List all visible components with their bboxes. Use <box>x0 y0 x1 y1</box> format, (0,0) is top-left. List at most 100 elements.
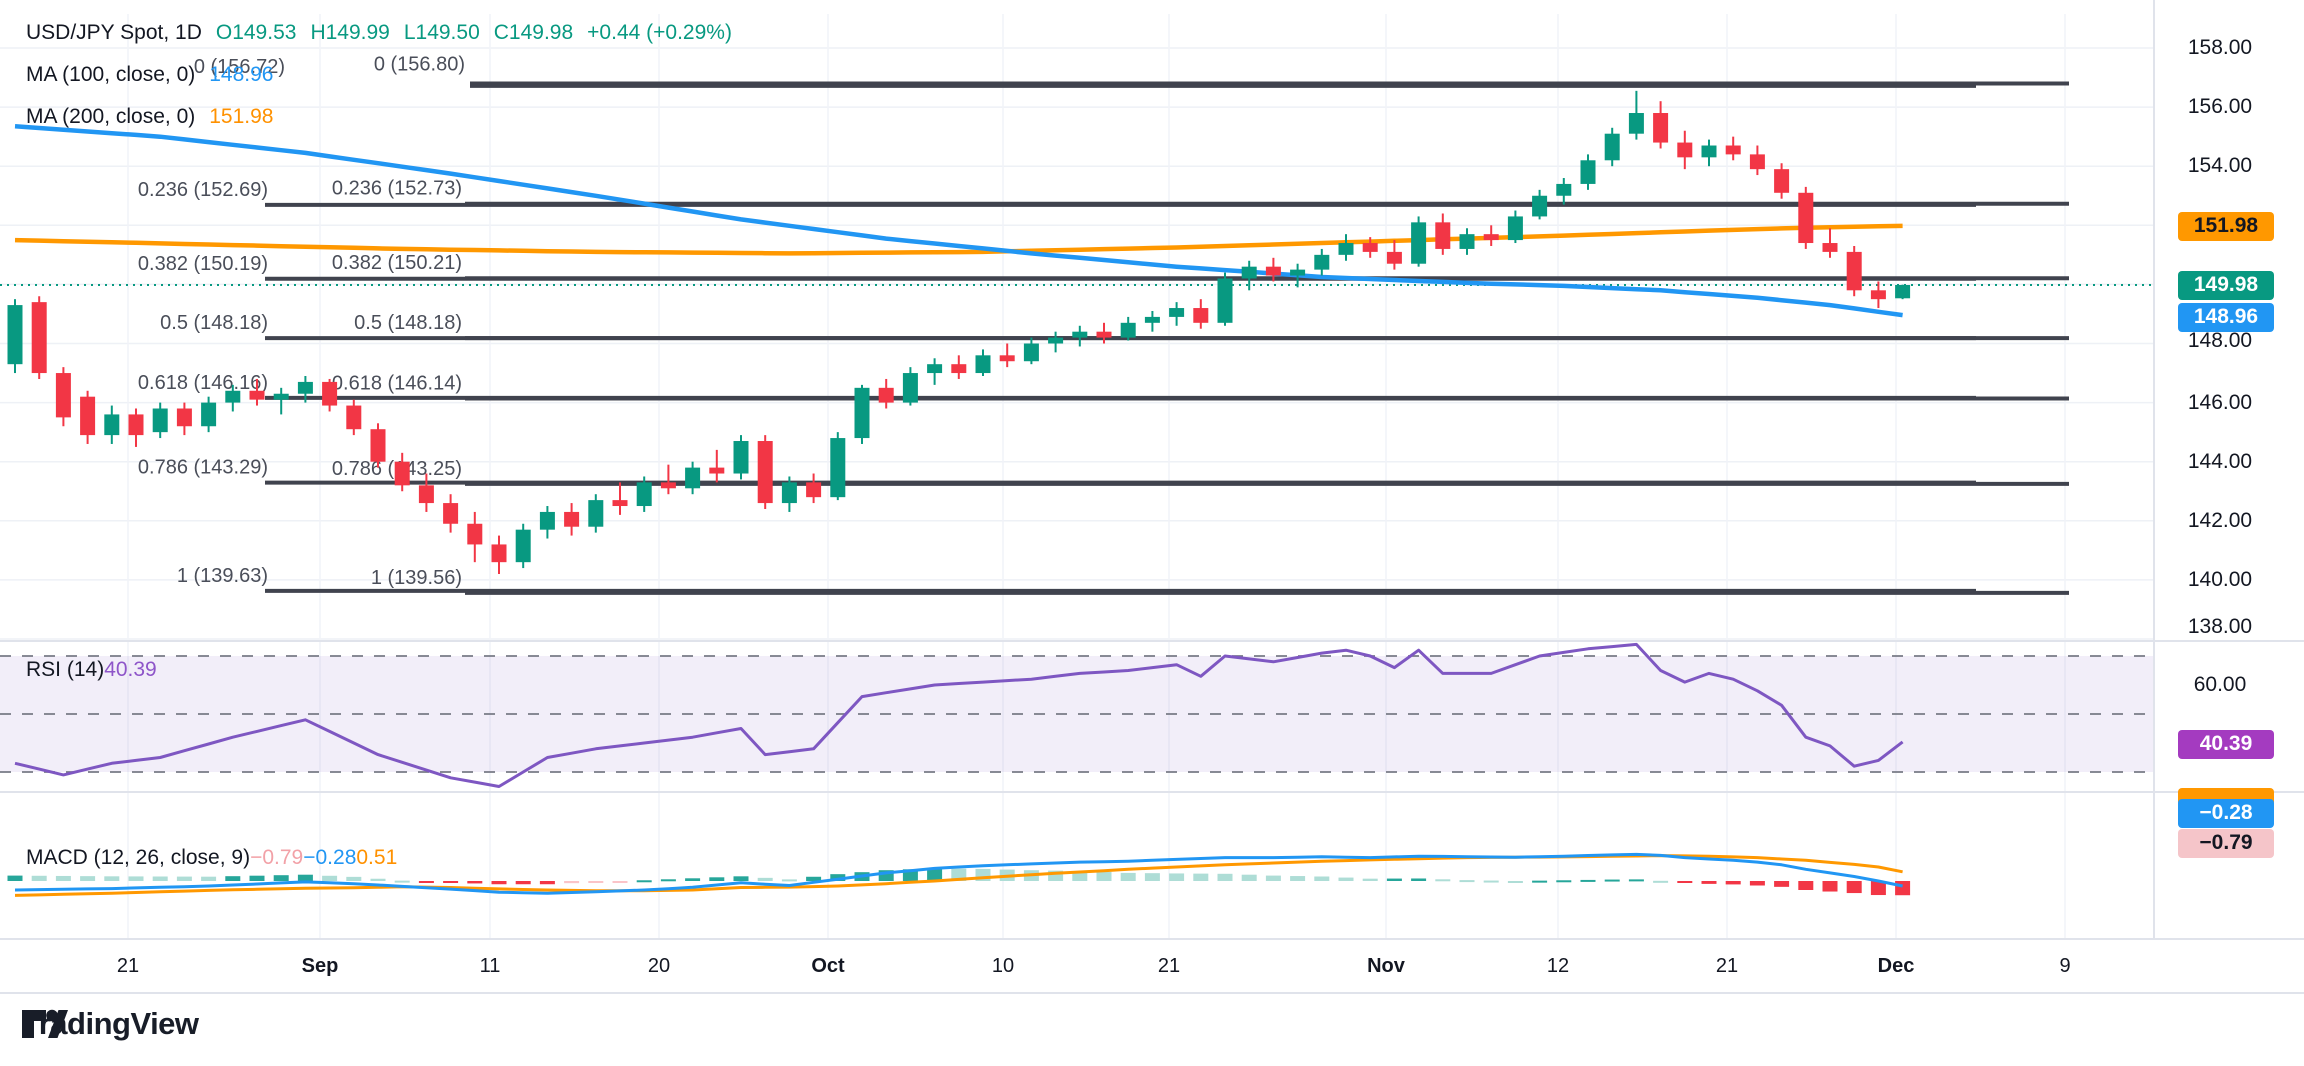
macd-hist-bar <box>902 869 918 881</box>
macd-hist-bar <box>467 881 483 884</box>
symbol-title[interactable]: USD/JPY Spot, 1D <box>26 21 202 44</box>
ohlc-high: H149.99 <box>310 21 390 44</box>
time-axis[interactable]: 21 Sep 11 20 Oct 10 21 Nov 12 21 Dec 9 <box>0 938 2304 994</box>
candle-body <box>370 429 386 462</box>
macd-hist-bar <box>733 876 749 881</box>
rsi-label[interactable]: RSI (14) <box>26 658 105 681</box>
time-axis-label: Oct <box>811 955 845 977</box>
candle-body <box>1217 278 1233 323</box>
candle-body <box>176 408 192 427</box>
candle-body <box>902 373 918 403</box>
candle-body <box>781 482 797 504</box>
time-axis-label: Nov <box>1367 955 1405 977</box>
pane-separator[interactable] <box>0 640 2304 642</box>
time-axis-label: 21 <box>1157 955 1181 977</box>
main-price-pane[interactable]: 0 (156.72) 0 (156.80) 0.236 (152.69) 0.236 … <box>0 0 2153 642</box>
rsi-pane[interactable] <box>0 642 2153 793</box>
macd-hist-bar <box>418 881 434 883</box>
candle-body <box>1072 331 1088 338</box>
candle-body <box>975 355 991 374</box>
macd-pane[interactable] <box>0 793 2153 938</box>
macd-hist-bar <box>1435 879 1451 882</box>
macd-hist-bar <box>757 877 773 881</box>
ma100-line <box>14 124 1903 318</box>
candle-body <box>7 305 23 365</box>
candle-body <box>31 302 47 374</box>
candle-body <box>1677 142 1693 158</box>
price-axis-label: 138.00 <box>2187 615 2253 638</box>
macd-hist-bar <box>636 880 652 883</box>
candle-body <box>1120 322 1136 338</box>
price-axis-label: 156.00 <box>2187 95 2253 118</box>
time-axis-label: 21 <box>116 955 140 977</box>
candle-body <box>152 408 168 433</box>
macd-hist-bar <box>830 874 846 881</box>
macd-hist-bar <box>443 881 459 883</box>
macd-hist-bar <box>1870 881 1886 896</box>
time-axis-label: 20 <box>647 955 671 977</box>
macd-hist-value: −0.79 <box>250 846 304 869</box>
macd-hist-bar <box>1048 870 1064 881</box>
macd-hist-bar <box>1701 881 1717 884</box>
macd-hist-bar <box>1386 878 1402 881</box>
fib-label-a: 0.236 (152.69) <box>138 179 268 201</box>
candle-body <box>588 500 604 527</box>
macd-hist-bar <box>1217 873 1233 881</box>
candle-body <box>1580 160 1596 184</box>
macd-hist-bar <box>709 877 725 881</box>
candle-body <box>830 438 846 498</box>
candle-body <box>1435 222 1451 249</box>
fib-label-b: 0.236 (152.73) <box>332 178 462 200</box>
candle-body <box>1144 316 1160 323</box>
candle-body <box>491 544 507 563</box>
macd-hist-bar <box>878 870 894 881</box>
fib-label-b: 0.5 (148.18) <box>354 312 462 334</box>
candle-body <box>418 485 434 504</box>
candle-body <box>612 500 628 507</box>
macd-hist-bar <box>1677 881 1693 883</box>
macd-hist-bar <box>1314 876 1330 881</box>
macd-hist-bar <box>152 876 168 881</box>
ma200-price-badge: 151.98 <box>2178 211 2274 241</box>
macd-hist-bar <box>128 876 144 881</box>
macd-hist-bar <box>564 881 580 884</box>
candle-body <box>539 511 555 530</box>
ma200-value: 151.98 <box>209 105 274 128</box>
candle-body <box>757 441 773 504</box>
rsi-line <box>14 642 1904 788</box>
macd-hist-bar <box>1169 873 1185 881</box>
candle-body <box>1895 284 1911 299</box>
pane-separator[interactable] <box>0 791 2304 793</box>
macd-hist-bar <box>1459 880 1475 883</box>
macd-hist-bar <box>1507 881 1523 883</box>
fib-label-b: 0 (156.80) <box>374 53 465 75</box>
macd-hist-badge: −0.79 <box>2178 828 2274 858</box>
macd-label[interactable]: MACD (12, 26, close, 9) <box>26 846 251 869</box>
candle-body <box>1023 343 1039 362</box>
candle-body <box>225 390 241 403</box>
ma200-label[interactable]: MA (200, close, 0) <box>26 105 196 128</box>
tradingview-logo[interactable]: TradingView <box>22 1006 199 1042</box>
candle-body <box>1265 266 1281 276</box>
ohlc-low: L149.50 <box>403 21 480 44</box>
macd-hist-bar <box>781 879 797 882</box>
macd-hist-bar <box>249 875 265 881</box>
candle-body <box>1749 154 1765 170</box>
macd-hist-bar <box>1290 876 1306 881</box>
macd-hist-bar <box>201 876 217 881</box>
candle-body <box>1314 254 1330 270</box>
ma100-label[interactable]: MA (100, close, 0) <box>26 63 196 86</box>
candle-body <box>564 511 580 527</box>
time-axis-label: Dec <box>1877 955 1915 977</box>
candle-body <box>1628 113 1644 134</box>
symbol-row: USD/JPY Spot, 1D O149.53 H149.99 L149.50 C14… <box>26 12 746 54</box>
candle-body <box>1411 222 1427 264</box>
candle-body <box>1290 269 1306 276</box>
macd-hist-bar <box>176 876 192 881</box>
candle-body <box>951 364 967 374</box>
macd-hist-bar <box>685 878 701 881</box>
macd-line <box>14 852 1903 895</box>
ma200-row: MA (200, close, 0) 151.98 <box>26 96 746 138</box>
ma100-value: 148.96 <box>209 63 274 86</box>
macd-hist-bar <box>660 879 676 882</box>
